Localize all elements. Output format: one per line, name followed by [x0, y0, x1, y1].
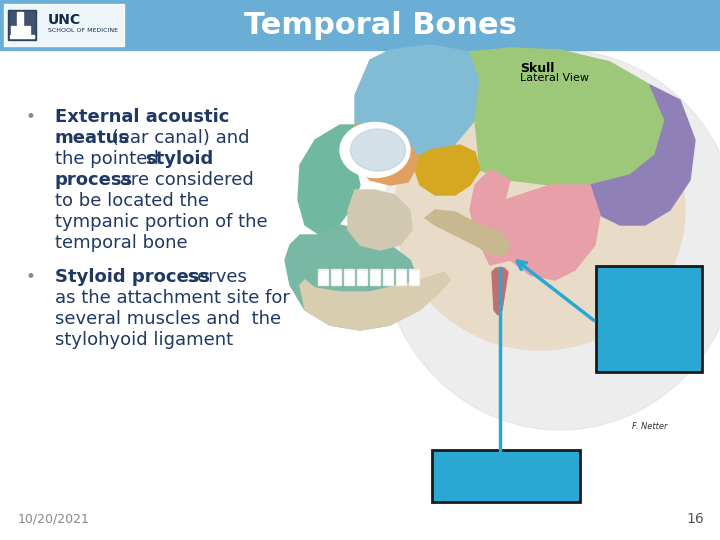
Text: styloid: styloid [145, 150, 213, 168]
Bar [26, 26, 30, 34]
Text: External acoustic: External acoustic [55, 108, 230, 126]
Text: Skull: Skull [520, 62, 554, 75]
Text: several muscles and  the: several muscles and the [55, 310, 281, 328]
Bar [4, 4, 124, 46]
Text: F. Netter: F. Netter [632, 422, 668, 431]
Bar [396, 269, 406, 285]
Polygon shape [470, 48, 665, 185]
Bar [11, 26, 15, 34]
Bar [357, 269, 367, 285]
Bar [344, 269, 354, 285]
Polygon shape [470, 170, 510, 265]
Polygon shape [348, 190, 412, 250]
Text: the pointed: the pointed [55, 150, 164, 168]
Bar [3, 53, 717, 537]
Bar [16, 26, 20, 34]
Text: meatus: meatus [55, 129, 130, 147]
Text: 16: 16 [686, 512, 704, 526]
Text: serves: serves [182, 268, 248, 286]
Bar [17, 12, 23, 25]
Bar [432, 450, 580, 502]
Text: •: • [25, 268, 35, 286]
Bar [397, 271, 405, 284]
Text: Styloid process: Styloid process [55, 268, 210, 286]
Bar [332, 271, 340, 284]
Text: stylohyoid ligament: stylohyoid ligament [55, 331, 233, 349]
Polygon shape [300, 272, 450, 330]
Bar [410, 271, 418, 284]
Bar [319, 271, 327, 284]
Text: are considered: are considered [114, 171, 254, 189]
Text: UNC: UNC [48, 13, 81, 27]
Text: as the attachment site for: as the attachment site for [55, 289, 290, 307]
Text: tympanic portion of the: tympanic portion of the [55, 213, 268, 231]
Bar [0, 0, 720, 50]
Text: Lateral View: Lateral View [520, 73, 589, 83]
Text: to be located the: to be located the [55, 192, 209, 210]
Bar [371, 271, 379, 284]
Bar [596, 266, 702, 372]
Ellipse shape [395, 70, 685, 350]
Text: 10/20/2021: 10/20/2021 [18, 513, 90, 526]
Bar [8, 10, 36, 40]
Polygon shape [298, 125, 360, 235]
Text: process: process [55, 171, 133, 189]
Text: Temporal Bones: Temporal Bones [243, 10, 516, 39]
Bar [345, 271, 353, 284]
Bar [409, 269, 419, 285]
Text: (ear canal) and: (ear canal) and [106, 129, 250, 147]
Ellipse shape [340, 123, 410, 178]
Bar [21, 26, 25, 34]
Bar [384, 271, 392, 284]
Bar [331, 269, 341, 285]
Bar [10, 35, 34, 38]
Bar [370, 269, 380, 285]
Polygon shape [500, 185, 600, 280]
Text: SCHOOL OF MEDICINE: SCHOOL OF MEDICINE [48, 28, 118, 32]
Text: •: • [25, 108, 35, 126]
Polygon shape [492, 268, 508, 315]
Polygon shape [415, 145, 480, 195]
Polygon shape [350, 125, 418, 185]
Ellipse shape [380, 50, 720, 430]
Bar [383, 269, 393, 285]
Polygon shape [355, 45, 480, 165]
Text: temporal bone: temporal bone [55, 234, 188, 252]
Ellipse shape [351, 129, 405, 171]
Polygon shape [425, 210, 510, 255]
Polygon shape [285, 225, 420, 330]
Bar [358, 271, 366, 284]
Bar [318, 269, 328, 285]
Polygon shape [590, 85, 695, 225]
